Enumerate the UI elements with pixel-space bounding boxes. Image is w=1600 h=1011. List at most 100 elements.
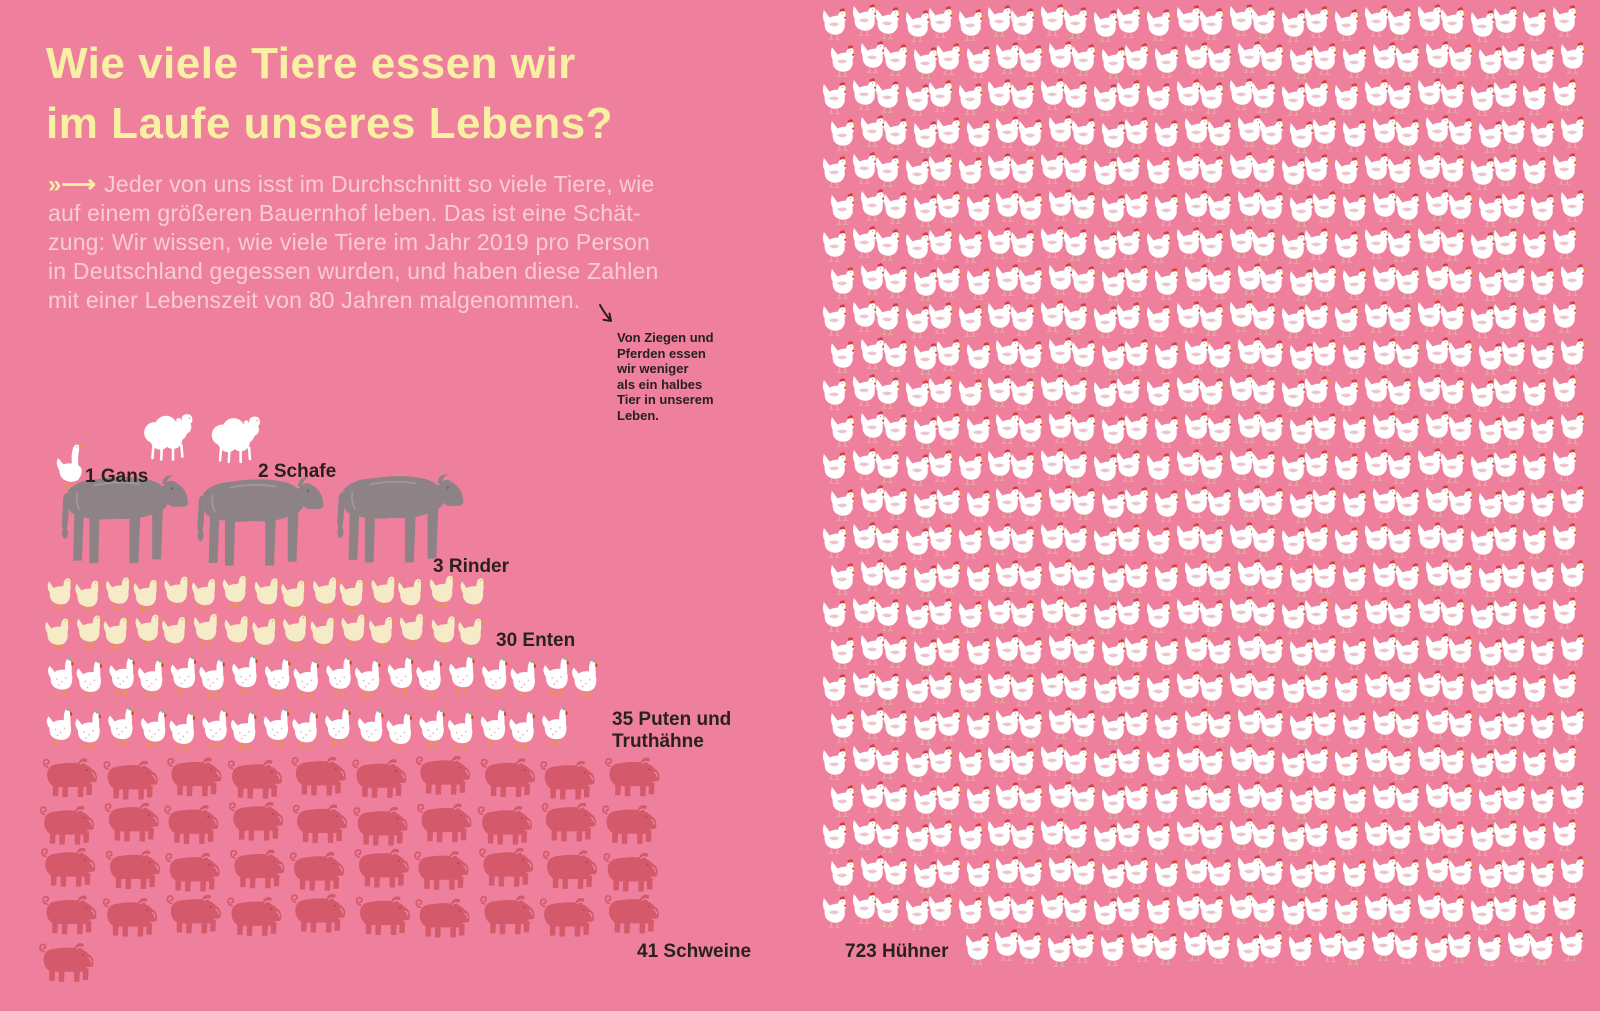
chicken-icon bbox=[882, 561, 911, 594]
chicken-icon bbox=[1198, 377, 1227, 410]
chicken-icon bbox=[1303, 227, 1332, 260]
pig-icon bbox=[224, 754, 286, 800]
chicken-icon bbox=[1529, 637, 1558, 670]
turkey-icon bbox=[169, 646, 200, 698]
chicken-icon bbox=[1250, 80, 1279, 113]
chicken-icon bbox=[1017, 562, 1046, 595]
chicken-icon bbox=[927, 745, 956, 778]
chicken-icon bbox=[1333, 600, 1362, 633]
chicken-icon bbox=[1123, 634, 1152, 667]
note-line: als ein halbes bbox=[617, 376, 703, 392]
chicken-icon bbox=[882, 487, 911, 520]
turkey-pictogram bbox=[44, 648, 604, 752]
chicken-icon bbox=[1521, 304, 1550, 337]
cattle-icon bbox=[327, 465, 465, 569]
turkey-icon bbox=[540, 698, 571, 750]
chicken-icon bbox=[935, 264, 964, 297]
chicken-icon bbox=[935, 116, 964, 149]
chicken-icon bbox=[829, 488, 858, 521]
chicken-icon bbox=[1341, 193, 1370, 226]
chicken-icon bbox=[829, 562, 858, 595]
chicken-icon bbox=[1123, 42, 1152, 75]
pig-icon bbox=[352, 890, 415, 936]
chicken-icon bbox=[1258, 191, 1287, 224]
chicken-icon bbox=[1115, 523, 1144, 556]
chicken-icon bbox=[1017, 266, 1046, 299]
chicken-icon bbox=[1206, 784, 1235, 817]
chicken-icon bbox=[965, 563, 994, 596]
chicken-icon bbox=[1115, 671, 1144, 704]
chicken-icon bbox=[1070, 191, 1099, 224]
chicken-icon bbox=[1145, 452, 1174, 485]
duck-icon bbox=[398, 608, 428, 646]
chicken-icon bbox=[1447, 191, 1476, 224]
chicken-icon bbox=[1145, 156, 1174, 189]
chicken-icon bbox=[1062, 746, 1091, 779]
turkey-icon bbox=[446, 702, 477, 754]
chicken-icon bbox=[1311, 190, 1340, 223]
chicken-icon bbox=[1439, 80, 1468, 113]
chicken-icon bbox=[1009, 377, 1038, 410]
pig-pictogram bbox=[38, 752, 666, 982]
chicken-icon bbox=[1017, 710, 1046, 743]
sheep-pictogram bbox=[136, 408, 268, 463]
duck-icon bbox=[73, 574, 103, 612]
chicken-icon bbox=[821, 229, 850, 262]
chicken-icon bbox=[1447, 413, 1476, 446]
chicken-icon bbox=[1341, 341, 1370, 374]
chicken-icon bbox=[1492, 227, 1521, 260]
turkey-icon bbox=[479, 698, 510, 750]
chicken-icon bbox=[1551, 374, 1580, 407]
chicken-icon bbox=[1500, 264, 1529, 297]
chicken-icon bbox=[1521, 452, 1550, 485]
chicken-icon bbox=[965, 637, 994, 670]
chicken-icon bbox=[1198, 229, 1227, 262]
chicken-icon bbox=[1250, 672, 1279, 705]
chicken-icon bbox=[1145, 896, 1174, 929]
chicken-icon bbox=[1198, 7, 1227, 40]
chicken-icon bbox=[1123, 116, 1152, 149]
chicken-icon bbox=[1123, 412, 1152, 445]
duck-icon bbox=[396, 573, 426, 611]
chicken-icon bbox=[1009, 525, 1038, 558]
chicken-icon bbox=[1115, 819, 1144, 852]
chicken-icon bbox=[1492, 671, 1521, 704]
chicken-icon bbox=[1394, 636, 1423, 669]
chicken-icon bbox=[882, 339, 911, 372]
chicken-icon bbox=[957, 304, 986, 337]
duck-icon bbox=[133, 608, 163, 646]
duck-icon bbox=[192, 608, 222, 646]
chicken-icon bbox=[1250, 746, 1279, 779]
chicken-icon bbox=[882, 265, 911, 298]
chicken-icon bbox=[1439, 376, 1468, 409]
chicken-icon bbox=[1206, 636, 1235, 669]
chicken-icon bbox=[1062, 820, 1091, 853]
chicken-icon bbox=[965, 119, 994, 152]
chicken-icon bbox=[1287, 933, 1316, 966]
chicken-icon bbox=[1386, 303, 1415, 336]
chicken-icon bbox=[874, 80, 903, 113]
chicken-icon bbox=[874, 598, 903, 631]
sheep-icon bbox=[138, 408, 200, 463]
chicken-icon bbox=[965, 193, 994, 226]
pig-icon bbox=[162, 846, 225, 892]
chicken-icon bbox=[927, 819, 956, 852]
turkey-icon bbox=[570, 650, 601, 702]
duck-icon bbox=[223, 610, 253, 648]
chicken-icon bbox=[882, 413, 911, 446]
chicken-icon bbox=[1529, 785, 1558, 818]
chicken-icon bbox=[1206, 44, 1235, 77]
chicken-icon bbox=[1062, 450, 1091, 483]
chicken-icon bbox=[1258, 635, 1287, 668]
pig-icon bbox=[288, 888, 351, 934]
turkey-count-label-line2: Truthähne bbox=[612, 731, 704, 752]
chicken-icon bbox=[1529, 119, 1558, 152]
chicken-icon bbox=[1258, 709, 1287, 742]
chicken-icon bbox=[829, 192, 858, 225]
chicken-icon bbox=[927, 523, 956, 556]
chicken-icon bbox=[1153, 119, 1182, 152]
pig-icon bbox=[477, 752, 540, 798]
chicken-icon bbox=[1551, 4, 1580, 37]
chicken-icon bbox=[1559, 855, 1588, 888]
pig-icon bbox=[540, 844, 603, 890]
